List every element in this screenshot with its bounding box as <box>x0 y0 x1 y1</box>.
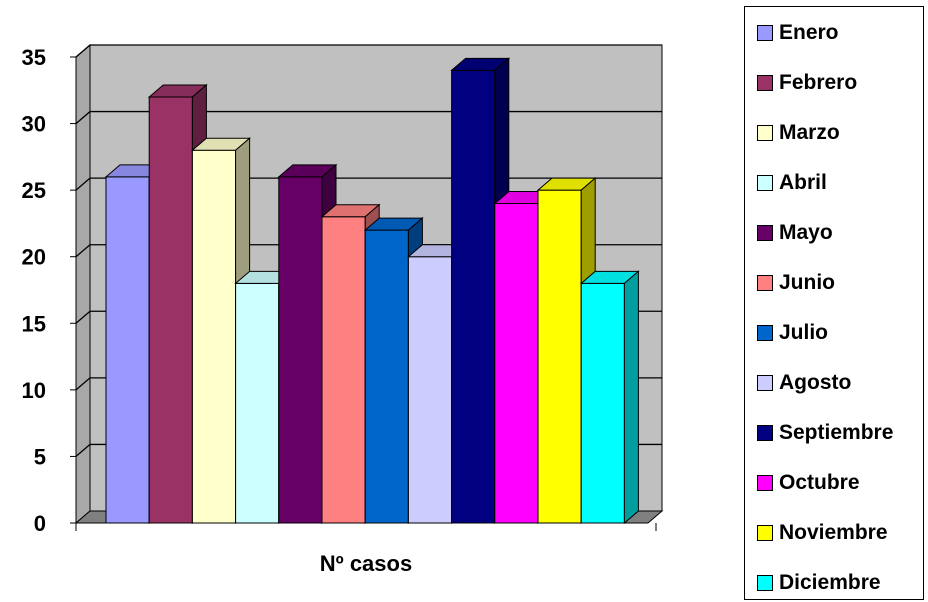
legend: Enero Febrero Marzo Abril Mayo Junio Julio Agos… <box>744 6 924 600</box>
bar-front <box>580 282 625 524</box>
bar-front <box>494 202 539 524</box>
legend-swatch <box>757 525 773 541</box>
y-tick-label: 35 <box>22 45 46 70</box>
legend-item-marzo: Marzo <box>757 120 840 146</box>
legend-item-noviembre: Noviembre <box>757 520 888 546</box>
legend-label: Enero <box>779 21 839 44</box>
legend-label: Marzo <box>779 121 840 144</box>
y-tick-label: 15 <box>22 311 46 336</box>
bar-front <box>364 229 409 524</box>
bar-side <box>623 270 639 525</box>
y-tick-label: 20 <box>22 245 46 270</box>
axes <box>70 56 657 531</box>
legend-swatch <box>757 425 773 441</box>
bar-diciembre <box>579 270 640 525</box>
legend-label: Septiembre <box>779 421 894 444</box>
legend-item-junio: Junio <box>757 270 835 296</box>
legend-swatch <box>757 575 773 591</box>
legend-item-diciembre: Diciembre <box>757 570 881 596</box>
y-tick-label: 0 <box>34 511 46 536</box>
bars <box>104 57 640 525</box>
legend-label: Agosto <box>779 371 852 394</box>
bar-front <box>105 176 150 524</box>
bar-front <box>191 149 237 524</box>
legend-swatch <box>757 275 773 291</box>
legend-swatch <box>757 225 773 241</box>
legend-swatch <box>757 125 773 141</box>
bar-front <box>451 69 496 524</box>
bar-front <box>407 256 453 524</box>
legend-item-octubre: Octubre <box>757 470 860 496</box>
legend-item-mayo: Mayo <box>757 220 833 246</box>
legend-label: Abril <box>779 171 827 194</box>
side-wall <box>75 43 91 525</box>
legend-label: Mayo <box>779 221 833 244</box>
legend-label: Octubre <box>779 471 860 494</box>
legend-label: Junio <box>779 271 835 294</box>
legend-swatch <box>757 375 773 391</box>
bar-front <box>235 282 280 524</box>
legend-item-febrero: Febrero <box>757 70 857 96</box>
legend-item-septiembre: Septiembre <box>757 420 893 446</box>
legend-swatch <box>757 175 773 191</box>
legend-swatch <box>757 325 773 341</box>
y-tick-label: 30 <box>22 112 46 137</box>
gridline <box>75 44 662 58</box>
legend-label: Julio <box>779 321 829 344</box>
x-axis-label: Nº casos <box>320 551 412 576</box>
legend-item-enero: Enero <box>757 20 839 46</box>
bar-noviembre <box>536 177 597 525</box>
y-tick-label: 5 <box>34 444 46 469</box>
bar-front <box>278 176 323 524</box>
y-tick-label: 10 <box>22 378 46 403</box>
legend-label: Febrero <box>779 71 858 94</box>
bar-front <box>537 189 582 524</box>
legend-swatch <box>757 75 773 91</box>
bar-front <box>148 96 193 524</box>
legend-label: Noviembre <box>779 521 888 544</box>
bar-front <box>321 216 366 524</box>
legend-item-agosto: Agosto <box>757 370 851 396</box>
legend-item-julio: Julio <box>757 320 828 346</box>
y-tick-labels: 0 5 10 15 20 25 30 35 <box>22 45 46 536</box>
bar-chart: 0 5 10 15 20 25 30 35 Nº casos <box>22 43 664 576</box>
legend-label: Diciembre <box>779 571 881 594</box>
legend-swatch <box>757 475 773 491</box>
legend-swatch <box>757 25 773 41</box>
y-tick-label: 25 <box>22 178 46 203</box>
legend-item-abril: Abril <box>757 170 827 196</box>
